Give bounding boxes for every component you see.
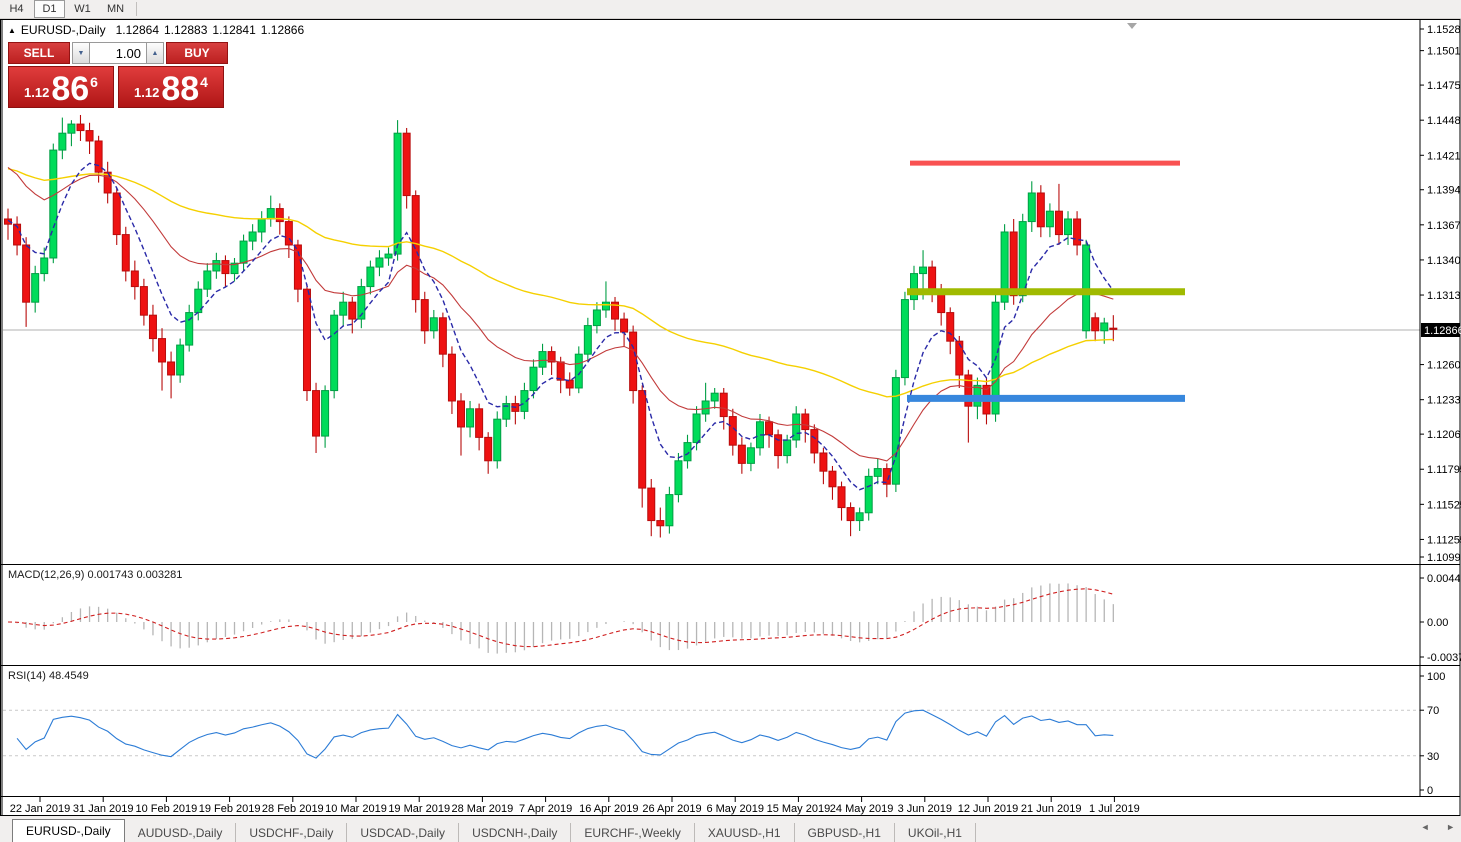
svg-text:1.12330: 1.12330: [1427, 395, 1461, 407]
svg-text:100: 100: [1427, 671, 1445, 683]
chart-tab-bar: EURUSD-,Daily AUDUSD-,Daily USDCHF-,Daily U…: [0, 817, 1461, 842]
svg-text:6 May 2019: 6 May 2019: [706, 803, 763, 815]
time-axis-labels: 22 Jan 2019 31 Jan 2019 10 Feb 2019 19 Feb …: [10, 797, 1140, 815]
chart-canvas[interactable]: 1.15285 1.15015 1.14750 1.14480 1.14210 1.139…: [0, 19, 1461, 816]
chart-tab-usdcnh-daily[interactable]: USDCNH-,Daily: [459, 823, 572, 842]
svg-text:10 Feb 2019: 10 Feb 2019: [136, 803, 198, 815]
svg-text:1.15015: 1.15015: [1427, 46, 1461, 58]
chart-tab-usdchf-daily[interactable]: USDCHF-,Daily: [236, 823, 348, 842]
svg-text:1.13675: 1.13675: [1427, 220, 1461, 232]
macd-signal-line: [7, 588, 1114, 648]
svg-text:16 Apr 2019: 16 Apr 2019: [579, 803, 638, 815]
svg-text:1.14480: 1.14480: [1427, 115, 1461, 127]
sell-price-base: 1.12: [24, 85, 50, 100]
chart-tab-gbpusd-h1[interactable]: GBPUSD-,H1: [795, 823, 895, 842]
svg-text:1.14210: 1.14210: [1427, 150, 1461, 162]
chart-tab-eurusd-daily[interactable]: EURUSD-,Daily: [12, 819, 125, 842]
collapse-panel-icon[interactable]: ▲: [8, 26, 16, 35]
svg-text:1 Jul 2019: 1 Jul 2019: [1089, 803, 1140, 815]
tab-scroll-right-icon[interactable]: ►: [1446, 822, 1455, 832]
svg-text:19 Mar 2019: 19 Mar 2019: [388, 803, 450, 815]
chart-window: 1.15285 1.15015 1.14750 1.14480 1.14210 1.139…: [0, 19, 1461, 816]
quote-open: 1.12864: [115, 23, 159, 37]
svg-text:31 Jan 2019: 31 Jan 2019: [73, 803, 134, 815]
svg-text:1.13135: 1.13135: [1427, 290, 1461, 302]
chart-tab-ukoil-h1[interactable]: UKOil-,H1: [895, 823, 976, 842]
scroll-to-end-icon[interactable]: [1127, 23, 1137, 29]
svg-text:-0.003715: -0.003715: [1427, 652, 1461, 664]
volume-input[interactable]: 1.00: [90, 42, 146, 64]
ma-slow-line: [7, 168, 1114, 398]
price-axis-labels: 1.15285 1.15015 1.14750 1.14480 1.14210 1.139…: [1420, 24, 1461, 797]
quote-low: 1.12841: [212, 23, 256, 37]
buy-price-big: 88: [161, 70, 200, 108]
chart-title: ▲ EURUSD-,Daily 1.12864 1.12883 1.12841 1.128…: [8, 23, 309, 37]
svg-text:28 Mar 2019: 28 Mar 2019: [452, 803, 514, 815]
buy-price-sup: 4: [200, 74, 208, 90]
svg-text:22 Jan 2019: 22 Jan 2019: [10, 803, 71, 815]
tab-scroll-left-icon[interactable]: ◄: [1420, 822, 1430, 832]
timeframe-toolbar: H4 D1 W1 MN: [0, 0, 1461, 19]
rsi-label: RSI(14) 48.4549: [8, 670, 89, 682]
quote-close: 1.12866: [260, 23, 305, 37]
svg-text:1.13945: 1.13945: [1427, 185, 1461, 197]
svg-text:3 Jun 2019: 3 Jun 2019: [898, 803, 952, 815]
svg-text:1.13405: 1.13405: [1427, 255, 1461, 267]
svg-text:70: 70: [1427, 705, 1439, 717]
candles-layer: [4, 114, 1118, 538]
chart-symbol-label: EURUSD-,Daily: [20, 23, 106, 37]
timeframe-button-mn[interactable]: MN: [106, 3, 125, 15]
svg-text:1.11255: 1.11255: [1427, 534, 1461, 546]
sell-price-big: 86: [51, 70, 90, 108]
quote-high: 1.12883: [164, 23, 208, 37]
svg-text:19 Feb 2019: 19 Feb 2019: [199, 803, 261, 815]
chart-tab-eurchf-weekly[interactable]: EURCHF-,Weekly: [571, 823, 695, 842]
svg-text:26 Apr 2019: 26 Apr 2019: [642, 803, 701, 815]
sell-button[interactable]: SELL: [8, 42, 70, 64]
svg-text:1.12065: 1.12065: [1427, 429, 1461, 441]
timeframe-button-w1[interactable]: W1: [74, 3, 91, 15]
macd-label: MACD(12,26,9) 0.001743 0.003281: [8, 569, 183, 581]
svg-text:24 May 2019: 24 May 2019: [830, 803, 894, 815]
svg-text:0.00: 0.00: [1427, 617, 1448, 629]
chart-tab-usdcad-daily[interactable]: USDCAD-,Daily: [347, 823, 460, 842]
timeframe-button-h4[interactable]: H4: [9, 3, 24, 15]
buy-price-button[interactable]: 1.12 88 4: [118, 66, 224, 108]
svg-text:0.004465: 0.004465: [1427, 573, 1461, 585]
svg-text:1.11525: 1.11525: [1427, 499, 1461, 511]
svg-text:1.14750: 1.14750: [1427, 80, 1461, 92]
buy-button[interactable]: BUY: [166, 42, 228, 64]
svg-text:1.15285: 1.15285: [1427, 24, 1461, 36]
volume-increase-button[interactable]: ▲: [146, 42, 164, 64]
buy-price-base: 1.12: [134, 85, 160, 100]
svg-text:28 Feb 2019: 28 Feb 2019: [262, 803, 324, 815]
current-price-tag: [1421, 323, 1460, 337]
one-click-trading-panel: SELL ▼ 1.00 ▲ BUY 1.12 86 6 1.12 88 4: [8, 42, 228, 110]
volume-decrease-button[interactable]: ▼: [72, 42, 90, 64]
sell-price-button[interactable]: 1.12 86 6: [8, 66, 114, 108]
toolbar-separator: [136, 2, 137, 16]
ma-fast-line: [7, 162, 1114, 491]
svg-text:12 Jun 2019: 12 Jun 2019: [958, 803, 1019, 815]
rsi-line: [16, 709, 1114, 759]
chart-tab-xauusd-h1[interactable]: XAUUSD-,H1: [695, 823, 795, 842]
svg-text:1.11795: 1.11795: [1427, 464, 1461, 476]
tab-scroll-buttons: ◄ ►: [1407, 822, 1455, 832]
svg-text:15 May 2019: 15 May 2019: [767, 803, 831, 815]
chart-tab-audusd-daily[interactable]: AUDUSD-,Daily: [125, 823, 237, 842]
chart-tabs: EURUSD-,Daily AUDUSD-,Daily USDCHF-,Daily U…: [12, 817, 976, 842]
current-price-tag-text: 1.12866: [1424, 325, 1461, 337]
svg-text:0: 0: [1427, 785, 1433, 797]
svg-text:21 Jun 2019: 21 Jun 2019: [1021, 803, 1082, 815]
sell-price-sup: 6: [90, 74, 98, 90]
svg-text:1.12600: 1.12600: [1427, 360, 1461, 372]
timeframe-button-d1[interactable]: D1: [34, 0, 65, 18]
svg-text:10 Mar 2019: 10 Mar 2019: [325, 803, 387, 815]
svg-text:30: 30: [1427, 751, 1439, 763]
svg-text:7 Apr 2019: 7 Apr 2019: [519, 803, 572, 815]
ma-medium-line: [7, 167, 1114, 462]
